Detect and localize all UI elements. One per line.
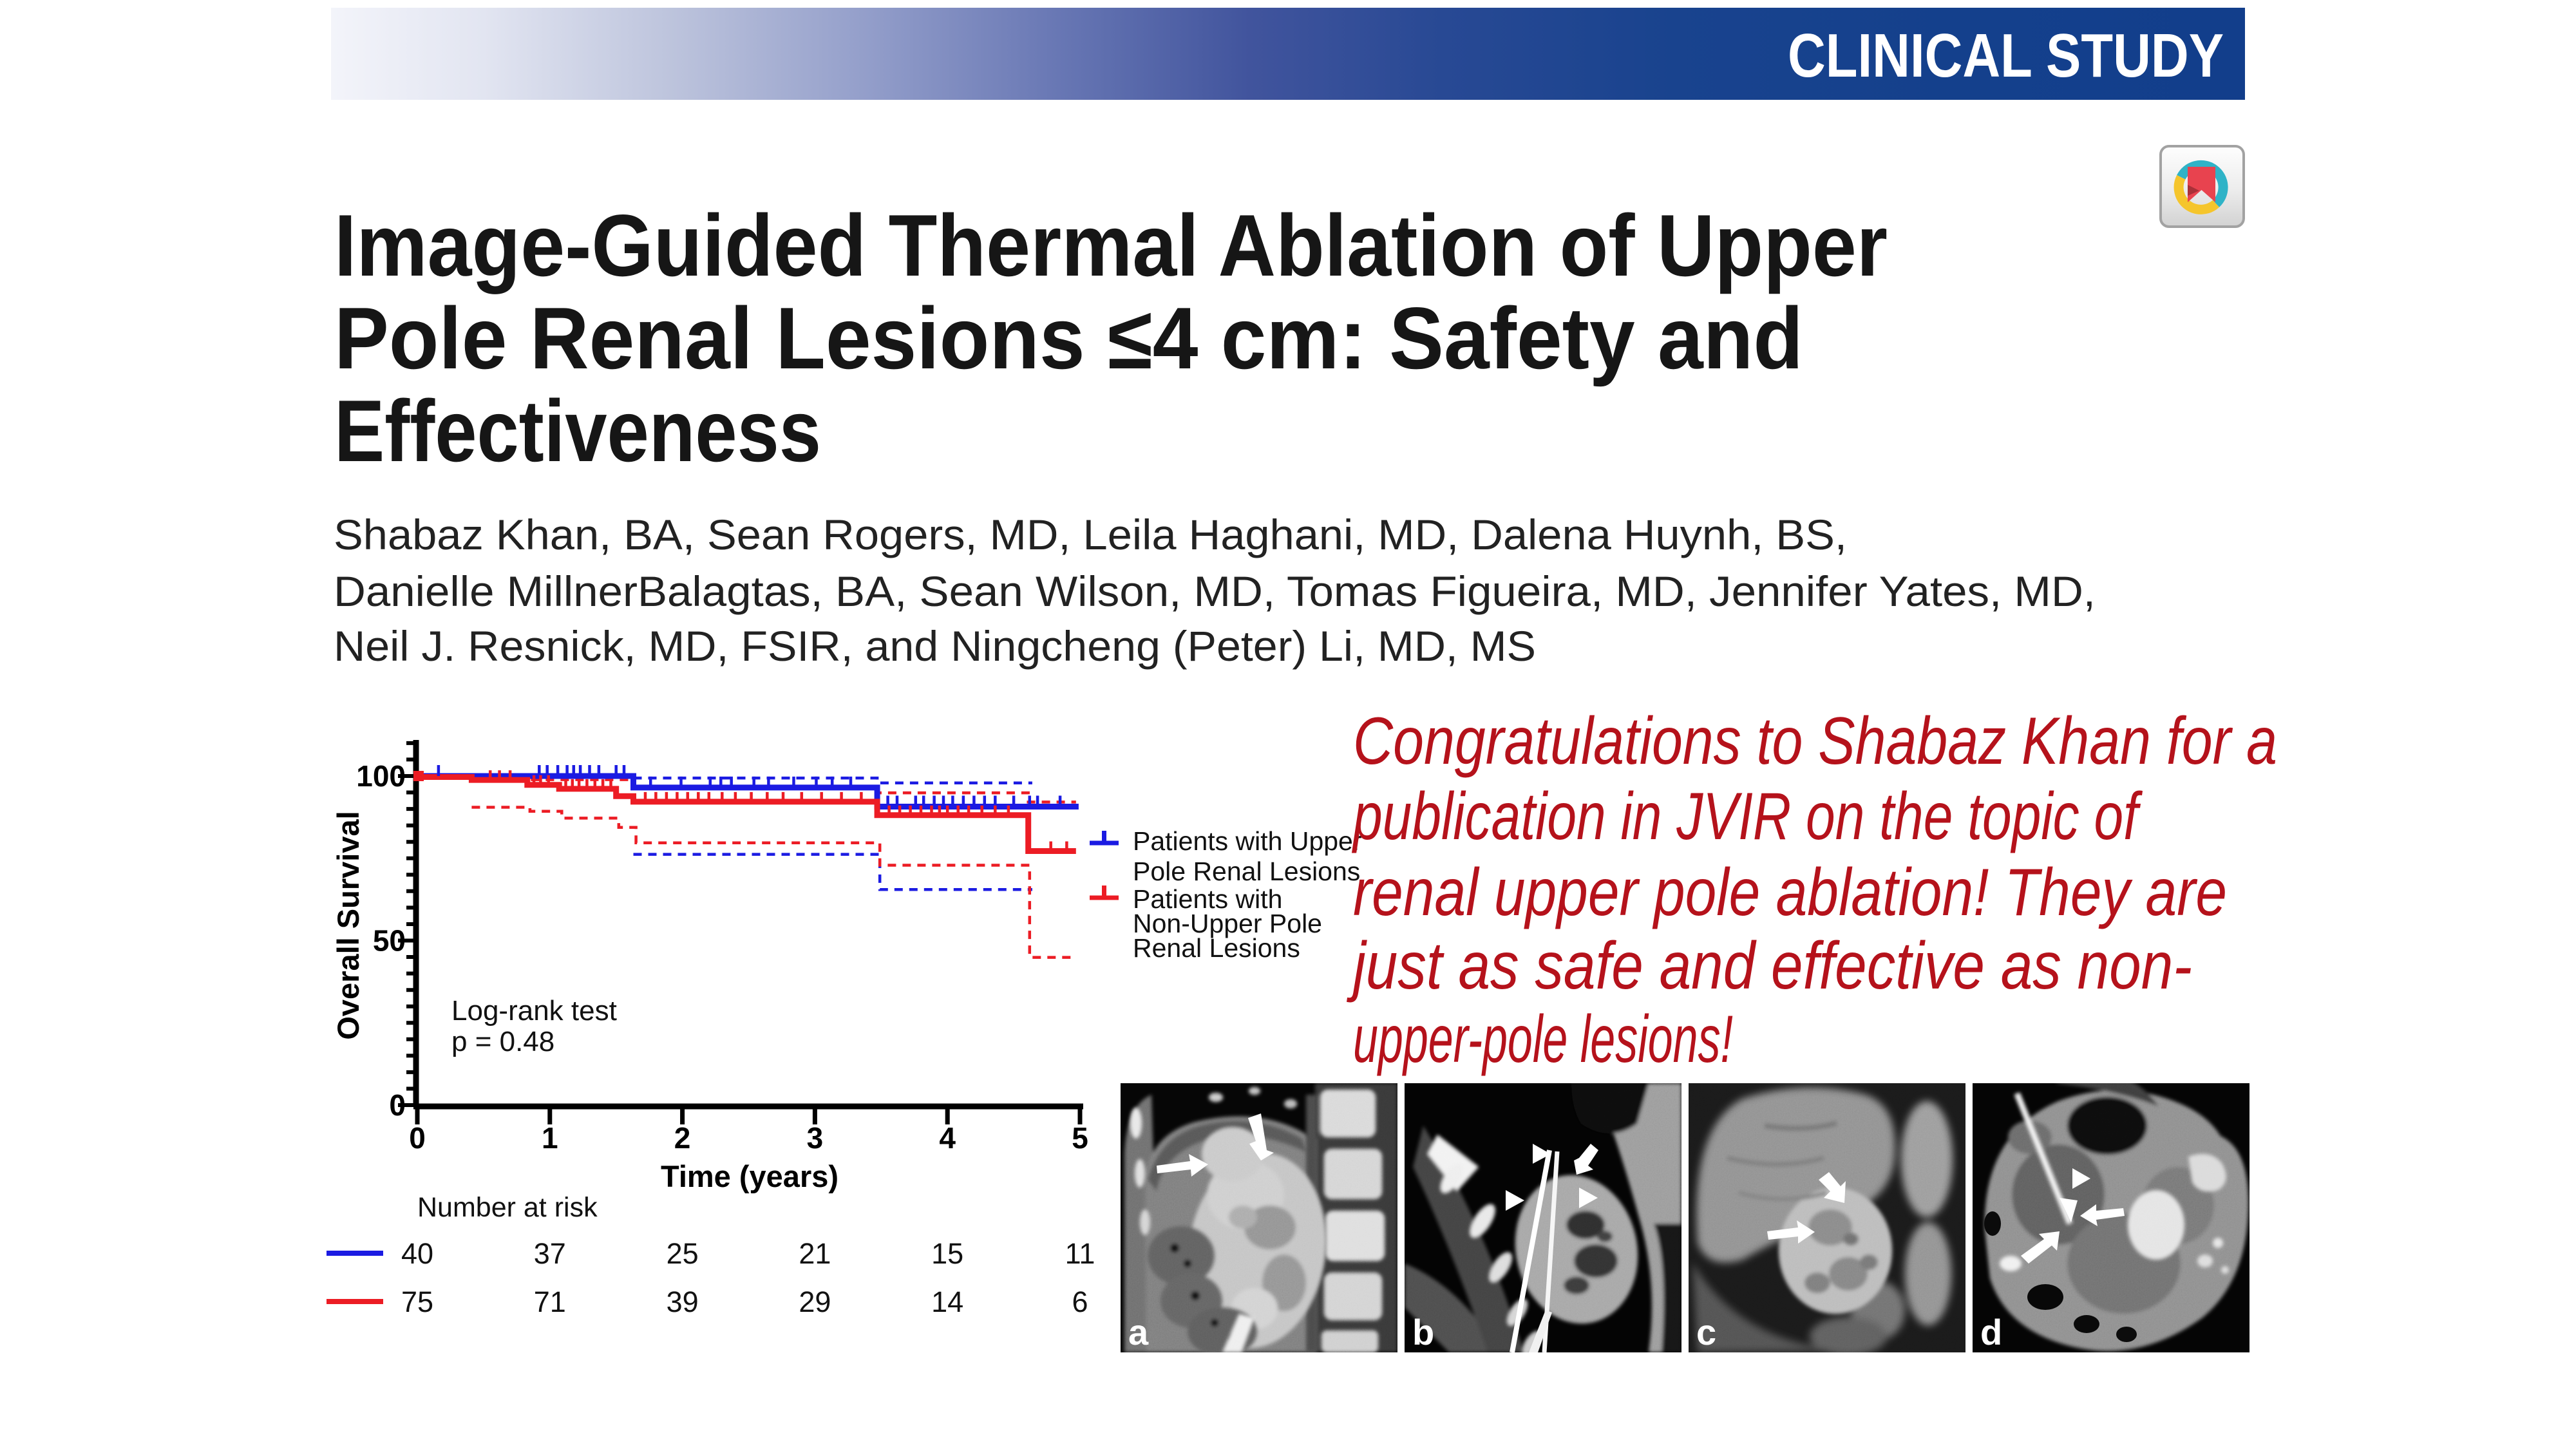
svg-text:14: 14 (931, 1285, 963, 1318)
svg-text:Log-rank test: Log-rank test (451, 995, 617, 1027)
svg-text:1: 1 (542, 1121, 558, 1155)
svg-text:p = 0.48: p = 0.48 (451, 1026, 554, 1057)
svg-text:b: b (1412, 1312, 1434, 1352)
svg-text:CLINICAL STUDY: CLINICAL STUDY (1788, 21, 2224, 90)
svg-text:Pole Renal Lesions ≤4 cm: Safe: Pole Renal Lesions ≤4 cm: Safety and (334, 289, 1803, 387)
svg-text:Shabaz Khan, BA, Sean Rogers,: Shabaz Khan, BA, Sean Rogers, MD, Leila … (334, 511, 1847, 558)
svg-text:Number at risk: Number at risk (417, 1192, 598, 1223)
svg-text:3: 3 (807, 1121, 824, 1155)
svg-text:just as safe and effective as: just as safe and effective as non- (1347, 929, 2192, 1003)
svg-text:15: 15 (931, 1237, 963, 1270)
svg-text:0: 0 (389, 1088, 406, 1122)
svg-text:6: 6 (1072, 1285, 1088, 1318)
svg-text:Renal Lesions: Renal Lesions (1133, 933, 1300, 963)
svg-text:Congratulations to Shabaz Khan: Congratulations to Shabaz Khan for a (1353, 704, 2277, 779)
svg-text:Danielle MillnerBalagtas, BA,: Danielle MillnerBalagtas, BA, Sean Wilso… (334, 567, 2096, 615)
svg-text:25: 25 (667, 1237, 699, 1270)
svg-text:Overall Survival: Overall Survival (331, 811, 365, 1039)
svg-text:29: 29 (799, 1285, 831, 1318)
svg-text:11: 11 (1065, 1237, 1095, 1270)
svg-text:Patients with Upper: Patients with Upper (1133, 826, 1362, 856)
svg-text:5: 5 (1072, 1121, 1088, 1155)
svg-text:c: c (1696, 1312, 1716, 1352)
svg-text:a: a (1128, 1312, 1149, 1352)
svg-text:40: 40 (401, 1237, 433, 1270)
svg-text:Pole Renal Lesions: Pole Renal Lesions (1133, 857, 1360, 886)
svg-text:Time (years): Time (years) (661, 1159, 838, 1193)
svg-text:Neil J. Resnick, MD, FSIR, and: Neil J. Resnick, MD, FSIR, and Ningcheng… (334, 622, 1536, 670)
svg-text:publication in JVIR on the top: publication in JVIR on the topic of (1352, 779, 2143, 854)
svg-text:50: 50 (373, 924, 406, 958)
svg-text:75: 75 (401, 1285, 433, 1318)
svg-text:2: 2 (674, 1121, 691, 1155)
svg-text:Patients with: Patients with (1133, 884, 1282, 914)
svg-text:Effectiveness: Effectiveness (334, 382, 821, 480)
svg-text:renal upper pole ablation! The: renal upper pole ablation! They are (1353, 855, 2227, 930)
svg-text:4: 4 (939, 1121, 956, 1155)
svg-text:71: 71 (534, 1285, 566, 1318)
svg-text:upper-pole lesions!: upper-pole lesions! (1353, 1002, 1733, 1077)
svg-text:39: 39 (667, 1285, 699, 1318)
svg-text:Image-Guided Thermal Ablation: Image-Guided Thermal Ablation of Upper (334, 196, 1888, 294)
svg-text:21: 21 (799, 1237, 831, 1270)
svg-text:100: 100 (356, 759, 406, 793)
svg-text:Non-Upper Pole: Non-Upper Pole (1133, 909, 1322, 938)
svg-text:37: 37 (534, 1237, 566, 1270)
svg-text:0: 0 (409, 1121, 426, 1155)
svg-text:d: d (1980, 1312, 2002, 1352)
